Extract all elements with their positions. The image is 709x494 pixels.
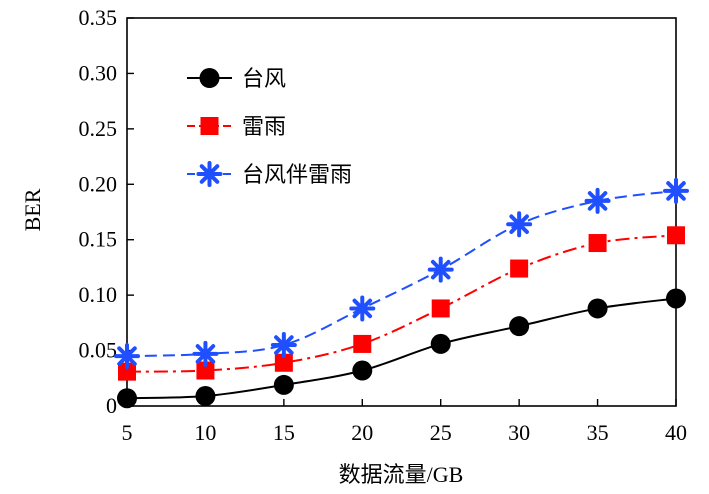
series-0 (117, 288, 686, 409)
y-tick-label: 0 (106, 393, 117, 418)
data-point (431, 299, 450, 318)
y-tick-label: 0.05 (79, 338, 118, 363)
data-point (510, 259, 529, 278)
legend-marker (199, 68, 220, 88)
legend-item-2: 台风伴雷雨 (187, 161, 352, 188)
y-tick-label: 0.35 (79, 5, 118, 30)
data-point (666, 288, 686, 309)
series-1 (118, 226, 685, 381)
x-tick-label: 25 (430, 420, 452, 445)
data-point (588, 234, 607, 253)
axis-ticks: 5 10 15 20 25 30 35 40 0 0.05 0.10 0.15 0.20 0.25 0.30… (79, 5, 688, 445)
data-point (270, 332, 297, 359)
data-point (118, 362, 136, 381)
plot-border (126, 17, 677, 407)
data-point (195, 386, 216, 407)
x-tick-label: 35 (587, 420, 609, 445)
legend-item-1: 雷雨 (187, 115, 286, 140)
y-tick-label: 0.20 (79, 171, 118, 196)
x-tick-label: 15 (273, 420, 295, 445)
x-tick-label: 10 (194, 420, 216, 445)
legend-label: 台风伴雷雨 (242, 163, 352, 188)
data-point (273, 374, 294, 395)
data-point (353, 334, 372, 353)
data-point (509, 316, 530, 337)
series-line (126, 234, 677, 373)
data-point (427, 256, 454, 283)
data-point (667, 226, 685, 245)
series-2 (114, 177, 689, 370)
x-tick-label: 30 (508, 420, 530, 445)
y-tick-label: 0.30 (79, 60, 118, 85)
legend-item-0: 台风 (187, 67, 286, 92)
data-point (192, 340, 219, 367)
data-point (274, 353, 293, 372)
data-point (430, 333, 451, 354)
legend-marker (200, 117, 219, 135)
series-layer (114, 177, 689, 409)
data-point (506, 211, 533, 238)
data-point (114, 343, 140, 370)
x-tick-label: 5 (122, 420, 133, 445)
data-point (584, 187, 611, 214)
data-point (117, 388, 137, 409)
x-tick-label: 40 (665, 420, 687, 445)
y-tick-label: 0.25 (79, 116, 118, 141)
data-point (196, 361, 215, 380)
x-axis-title: 数据流量/GB (339, 462, 464, 487)
x-tick-label: 20 (351, 420, 373, 445)
data-point (587, 298, 608, 319)
data-point (352, 360, 373, 381)
y-tick-label: 0.15 (79, 227, 118, 252)
data-point (349, 295, 376, 322)
data-point (663, 177, 689, 204)
plot-frame (126, 17, 677, 407)
y-axis-title: BER (20, 188, 45, 231)
legend-label: 台风 (242, 67, 286, 92)
y-tick-label: 0.10 (79, 282, 118, 307)
legend-label: 雷雨 (242, 115, 286, 140)
series-line (126, 189, 677, 358)
legend-marker (196, 161, 223, 187)
